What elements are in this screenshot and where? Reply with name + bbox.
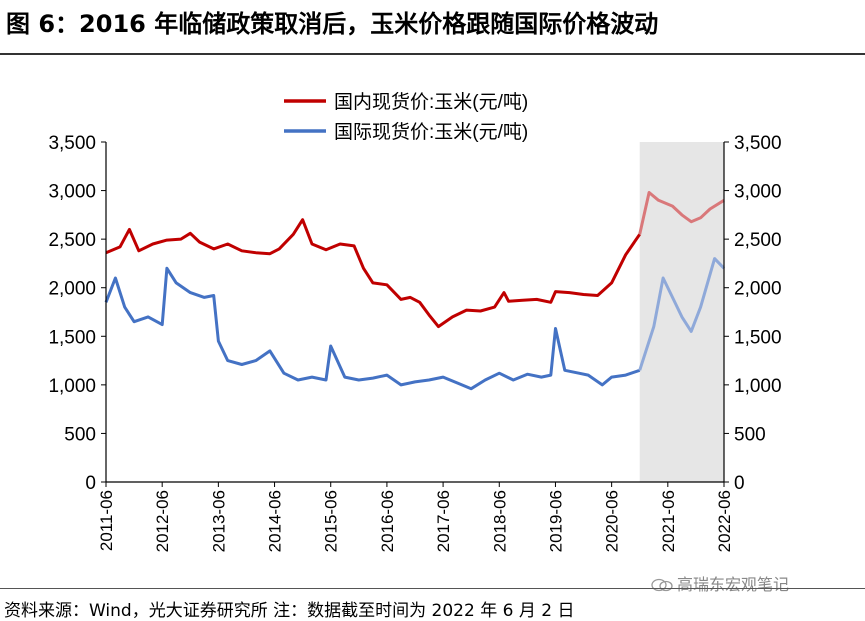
legend-label-1: 国内现货价:玉米(元/吨) (334, 91, 528, 113)
title-divider (0, 53, 865, 55)
watermark: 高瑞东宏观笔记 (651, 571, 789, 595)
x-tick-label: 2019-06 (546, 490, 565, 552)
footer-divider (0, 588, 865, 589)
x-tick-label: 2015-06 (322, 490, 341, 552)
y-tick-label-left: 3,000 (48, 182, 96, 203)
x-tick-label: 2020-06 (603, 490, 622, 552)
legend: 国内现货价:玉米(元/吨) 国际现货价:玉米(元/吨) (284, 91, 528, 143)
x-tick-label: 2012-06 (153, 490, 172, 552)
y-tick-label-right: 500 (734, 424, 766, 445)
x-tick-label: 2021-06 (659, 490, 678, 552)
axes-layer: 0 0 500 500 1,000 1,000 1,500 1,500 2,000 2,000 2,… (48, 133, 781, 552)
watermark-text: 高瑞东宏观笔记 (677, 575, 790, 594)
y-tick-label-right: 1,500 (734, 327, 782, 348)
y-tick-label-left: 1,000 (48, 376, 96, 397)
y-tick-label-left: 3,500 (48, 133, 96, 154)
series-line-1-recent (638, 191, 725, 235)
legend-label-2: 国际现货价:玉米(元/吨) (334, 121, 528, 143)
x-tick-label: 2017-06 (434, 490, 453, 552)
y-tick-label-right: 0 (734, 473, 745, 494)
series-line-1 (105, 218, 641, 329)
x-tick-label: 2018-06 (490, 490, 509, 552)
series-layer (104, 191, 726, 391)
y-tick-label-right: 2,500 (734, 230, 782, 251)
y-tick-label-right: 3,000 (734, 182, 782, 203)
x-tick-label: 2013-06 (209, 490, 228, 552)
x-tick-label: 2011-06 (97, 490, 116, 551)
x-tick-label: 2022-06 (715, 490, 734, 552)
series-line-2 (104, 266, 641, 391)
chart-title: 图 6：2016 年临储政策取消后，玉米价格跟随国际价格波动 (6, 10, 659, 38)
y-tick-label-left: 2,500 (48, 230, 96, 251)
corn-price-chart: 0 0 500 500 1,000 1,000 1,500 1,500 2,000 2,000 2,… (48, 91, 781, 552)
x-tick-label: 2014-06 (266, 490, 285, 552)
series-line-2-recent (638, 257, 726, 371)
shaded-region (639, 142, 724, 482)
y-tick-label-right: 1,000 (734, 376, 782, 397)
x-tick-label: 2016-06 (378, 490, 397, 552)
y-tick-label-left: 2,000 (48, 279, 96, 300)
shaded-region-layer (639, 142, 724, 482)
y-tick-label-left: 500 (64, 424, 96, 445)
wechat-icon (651, 578, 673, 592)
y-tick-label-right: 3,500 (734, 133, 782, 154)
y-tick-label-left: 1,500 (48, 327, 96, 348)
source-note: 资料来源：Wind，光大证券研究所 注：数据截至时间为 2022 年 6 月 2… (4, 601, 575, 621)
y-tick-label-right: 2,000 (734, 279, 782, 300)
y-tick-label-left: 0 (85, 473, 96, 494)
